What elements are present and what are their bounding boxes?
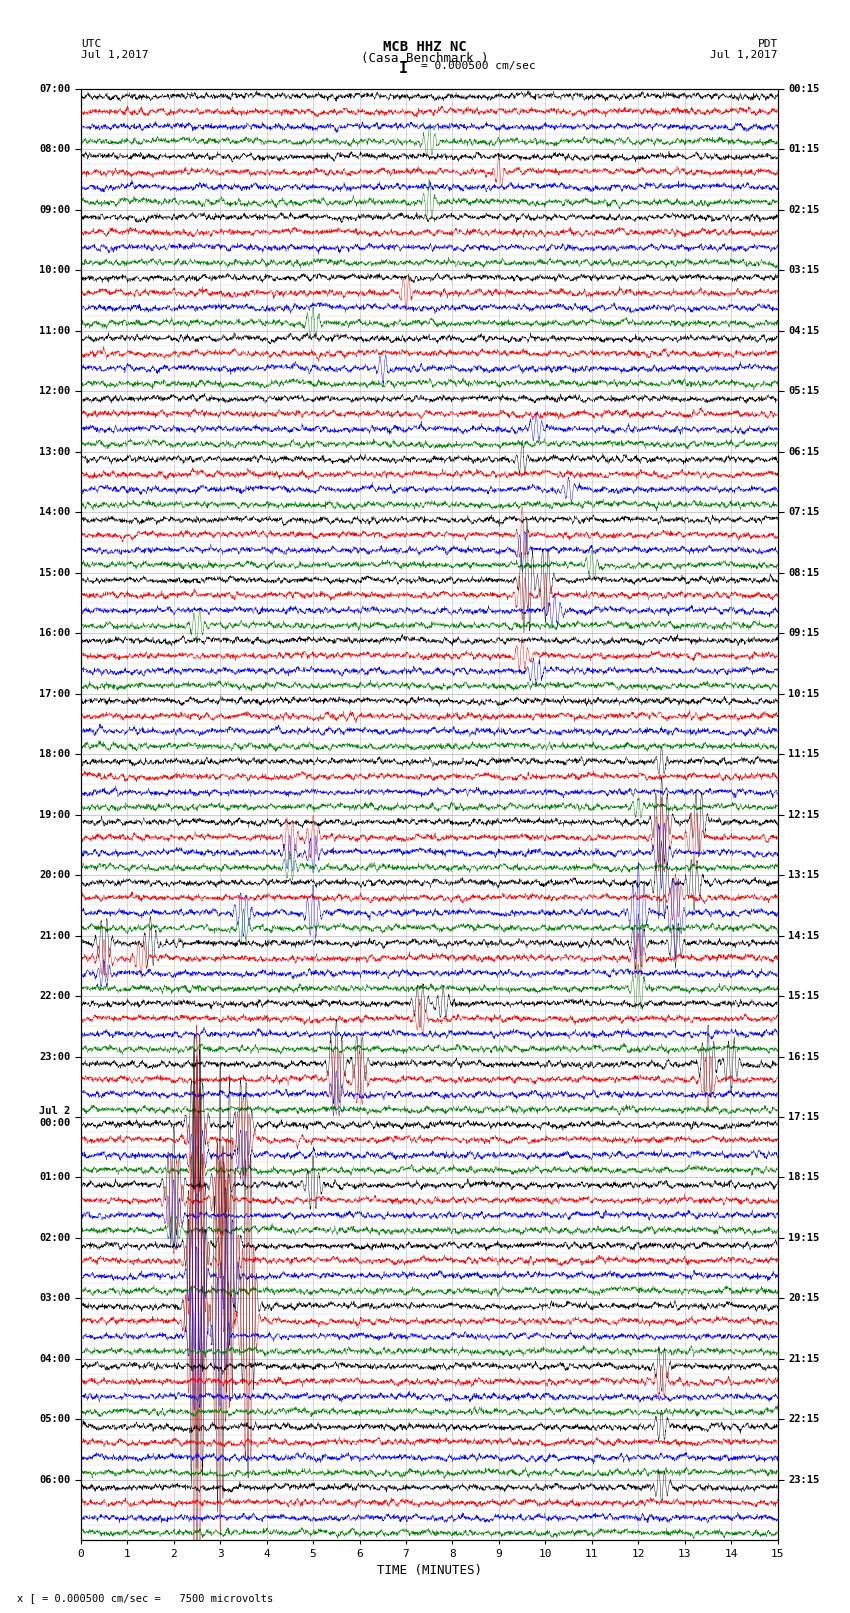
Text: = 0.000500 cm/sec: = 0.000500 cm/sec	[421, 61, 536, 71]
Text: UTC: UTC	[81, 39, 101, 48]
Text: Jul 1,2017: Jul 1,2017	[81, 50, 148, 60]
Text: I: I	[400, 61, 408, 76]
Text: Jul 1,2017: Jul 1,2017	[711, 50, 778, 60]
X-axis label: TIME (MINUTES): TIME (MINUTES)	[377, 1563, 482, 1576]
Text: (Casa Benchmark ): (Casa Benchmark )	[361, 52, 489, 65]
Text: MCB HHZ NC: MCB HHZ NC	[383, 40, 467, 55]
Text: x [ = 0.000500 cm/sec =   7500 microvolts: x [ = 0.000500 cm/sec = 7500 microvolts	[17, 1594, 273, 1603]
Text: PDT: PDT	[757, 39, 778, 48]
